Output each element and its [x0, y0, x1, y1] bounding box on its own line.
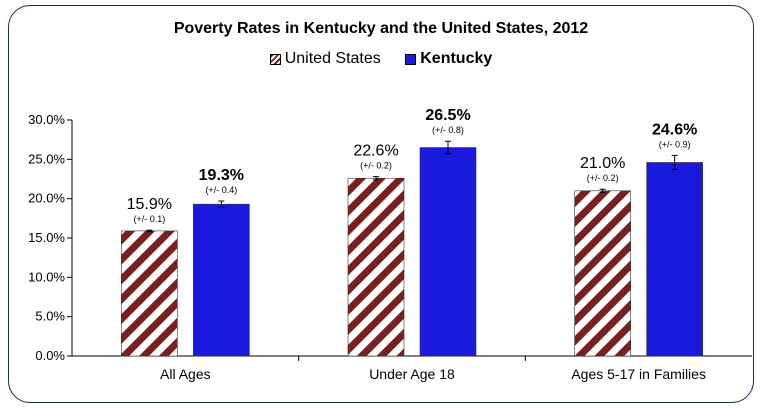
x-category-label: All Ages: [160, 366, 211, 382]
legend: United States Kentucky: [0, 50, 762, 70]
x-category-label: Under Age 18: [369, 366, 455, 382]
bar-kentucky: [193, 203, 250, 357]
error-label: (+/- 0.2): [587, 173, 619, 183]
error-label: (+/- 0.9): [659, 139, 691, 149]
y-tick-label: 10.0%: [28, 269, 65, 284]
legend-label-kentucky: Kentucky: [420, 50, 493, 67]
legend-swatch-united-states: [269, 53, 281, 65]
data-label: 15.9%: [127, 196, 172, 213]
legend-item-united-states: United States: [269, 50, 381, 68]
data-label: 19.3%: [199, 167, 244, 184]
chart-title: Poverty Rates in Kentucky and the United…: [173, 20, 589, 37]
y-tick-label: 0.0%: [35, 348, 65, 363]
bar-united-states: [121, 230, 178, 357]
data-label: 24.6%: [652, 121, 697, 138]
bar-kentucky: [419, 147, 477, 357]
legend-label-united-states: United States: [284, 50, 381, 67]
y-tick-label: 5.0%: [35, 309, 65, 324]
data-label: 22.6%: [353, 143, 398, 160]
error-label: (+/- 0.8): [432, 125, 464, 135]
bar-united-states: [347, 177, 405, 357]
y-tick-label: 15.0%: [28, 230, 65, 245]
error-label: (+/- 0.1): [133, 214, 165, 224]
y-tick-label: 30.0%: [28, 112, 65, 127]
data-label: 26.5%: [425, 107, 470, 124]
error-label: (+/- 0.4): [205, 185, 237, 195]
legend-item-kentucky: Kentucky: [405, 50, 492, 68]
x-category-label: Ages 5-17 in Families: [571, 366, 706, 382]
data-label: 21.0%: [580, 155, 625, 172]
bar-united-states: [574, 190, 631, 357]
y-tick-label: 20.0%: [28, 191, 65, 206]
legend-swatch-kentucky: [405, 53, 417, 65]
bar-kentucky: [646, 162, 703, 357]
error-label: (+/- 0.2): [360, 161, 392, 171]
y-tick-label: 25.0%: [28, 151, 65, 166]
